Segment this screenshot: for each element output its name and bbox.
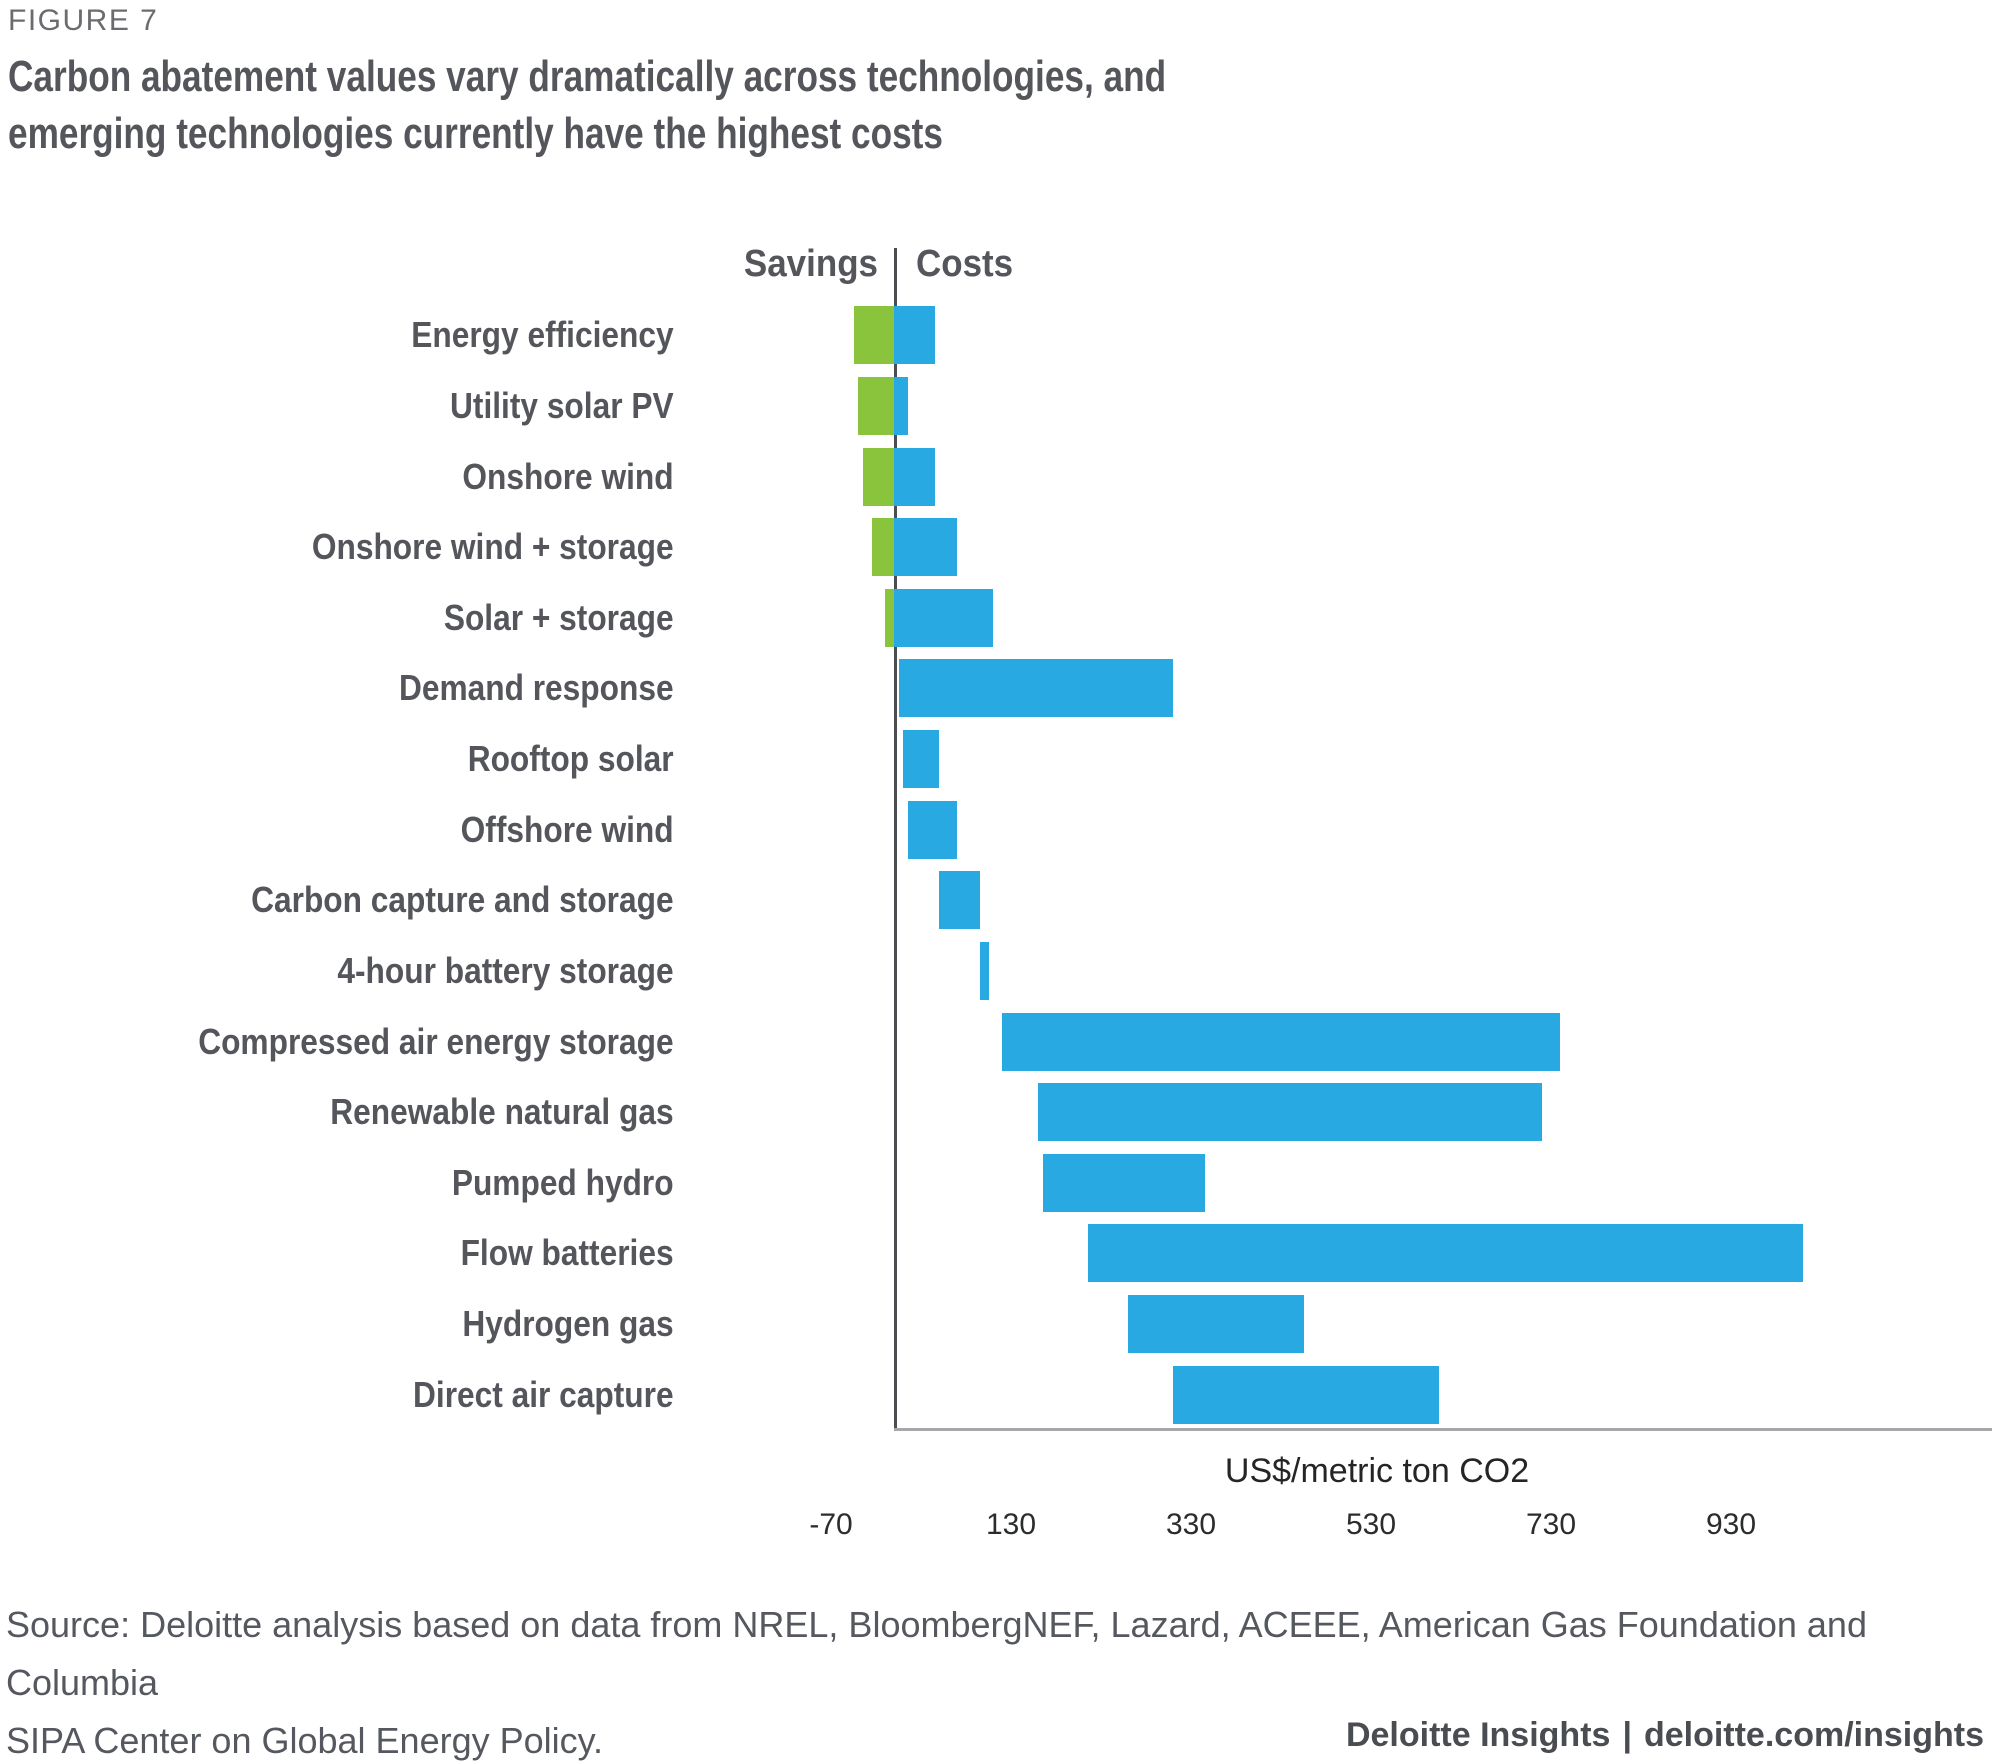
chart-row: Demand response — [0, 653, 1990, 724]
footer-link[interactable]: deloitte.com/insights — [1643, 1716, 1984, 1754]
costs-bar-segment — [907, 800, 957, 859]
chart-row: Pumped hydro — [0, 1148, 1990, 1219]
bar-track — [700, 936, 1990, 1007]
footer-branding: Deloitte Insights | deloitte.com/insights — [1340, 1716, 1990, 1755]
footer-brand-text: Deloitte Insights — [1345, 1716, 1611, 1754]
chart-row: Rooftop solar — [0, 724, 1990, 795]
bar-track — [700, 1289, 1990, 1360]
chart-row: Direct air capture — [0, 1359, 1990, 1430]
x-axis-label: US$/metric ton CO2 — [1224, 1452, 1530, 1490]
costs-bar-segment — [894, 376, 908, 435]
bar-track — [700, 794, 1990, 865]
chart-row: Onshore wind — [0, 441, 1990, 512]
category-label: Pumped hydro — [451, 1161, 674, 1203]
x-axis-tick-label: 130 — [985, 1508, 1037, 1541]
source-note-line2: SIPA Center on Global Energy Policy. — [6, 1720, 603, 1761]
savings-bar-segment — [871, 518, 895, 577]
category-label: Energy efficiency — [411, 314, 674, 356]
costs-column-header: Costs — [916, 243, 1014, 285]
bar-track — [700, 1006, 1990, 1077]
costs-bar-segment — [1128, 1295, 1304, 1354]
category-label: Utility solar PV — [450, 384, 674, 426]
x-axis-tick-label: 530 — [1345, 1508, 1397, 1541]
bar-track — [700, 441, 1990, 512]
costs-bar-segment — [903, 730, 939, 789]
chart-row: Renewable natural gas — [0, 1077, 1990, 1148]
chart-row: Compressed air energy storage — [0, 1006, 1990, 1077]
costs-bar-segment — [1087, 1224, 1803, 1283]
category-label: 4-hour battery storage — [337, 949, 674, 991]
category-label: Solar + storage — [443, 596, 674, 638]
category-label: Direct air capture — [413, 1373, 674, 1415]
x-axis-tick-label: 730 — [1525, 1508, 1577, 1541]
category-label: Onshore wind + storage — [311, 526, 674, 568]
chart-row: Onshore wind + storage — [0, 512, 1990, 583]
category-label: Compressed air energy storage — [198, 1020, 674, 1062]
savings-bar-segment — [862, 447, 895, 506]
bar-track — [700, 1218, 1990, 1289]
chart-row: Utility solar PV — [0, 371, 1990, 442]
source-note-line1: Source: Deloitte analysis based on data … — [6, 1604, 1867, 1703]
costs-bar-segment — [1173, 1365, 1439, 1424]
category-label: Rooftop solar — [467, 738, 674, 780]
bar-track — [700, 371, 1990, 442]
chart-row: Offshore wind — [0, 794, 1990, 865]
figure-number-label: FIGURE 7 — [8, 4, 159, 37]
chart-row: Energy efficiency — [0, 300, 1990, 371]
x-axis-tick-label: 930 — [1705, 1508, 1757, 1541]
chart-row: Solar + storage — [0, 583, 1990, 654]
category-label: Hydrogen gas — [462, 1303, 674, 1345]
bar-track — [700, 865, 1990, 936]
savings-bar-segment — [858, 376, 895, 435]
footer-separator: | — [1622, 1716, 1632, 1754]
costs-bar-segment — [894, 447, 935, 506]
category-label: Demand response — [398, 667, 674, 709]
x-axis-tick-label: 330 — [1165, 1508, 1217, 1541]
category-label: Onshore wind — [462, 455, 674, 497]
chart-row: Hydrogen gas — [0, 1289, 1990, 1360]
costs-bar-segment — [894, 518, 957, 577]
bar-track — [700, 724, 1990, 795]
chart-title-line1: Carbon abatement values vary dramaticall… — [8, 52, 1167, 101]
chart-title: Carbon abatement values vary dramaticall… — [8, 48, 1166, 162]
costs-bar-segment — [898, 659, 1173, 718]
costs-bar-segment — [979, 941, 989, 1000]
bar-track — [700, 1359, 1990, 1430]
category-label: Carbon capture and storage — [251, 879, 674, 921]
savings-column-header: Savings — [743, 243, 878, 285]
bar-track — [700, 653, 1990, 724]
costs-bar-segment — [1002, 1012, 1560, 1071]
bar-track — [700, 512, 1990, 583]
bar-track — [700, 300, 1990, 371]
bar-track — [700, 583, 1990, 654]
x-axis-tick-label: -70 — [809, 1508, 853, 1541]
x-axis-ticks: -70 130 330 530 730 930 — [700, 1508, 1990, 1552]
source-note: Source: Deloitte analysis based on data … — [6, 1596, 1998, 1764]
savings-bar-segment — [853, 306, 895, 365]
costs-bar-segment — [894, 588, 993, 647]
chart-title-line2: emerging technologies currently have the… — [8, 109, 943, 158]
category-label: Renewable natural gas — [330, 1091, 674, 1133]
costs-bar-segment — [1038, 1083, 1542, 1142]
savings-bar-segment — [885, 588, 895, 647]
chart-rows: Energy efficiency Utility solar PV Onshore… — [0, 300, 1990, 1430]
bar-track — [700, 1148, 1990, 1219]
costs-bar-segment — [1042, 1153, 1205, 1212]
chart-row: Flow batteries — [0, 1218, 1990, 1289]
x-axis-line — [894, 1428, 1992, 1431]
bar-track — [700, 1077, 1990, 1148]
costs-bar-segment — [939, 871, 980, 930]
chart-row: 4-hour battery storage — [0, 936, 1990, 1007]
category-label: Flow batteries — [460, 1232, 674, 1274]
chart-row: Carbon capture and storage — [0, 865, 1990, 936]
category-label: Offshore wind — [460, 808, 674, 850]
costs-bar-segment — [894, 306, 935, 365]
zero-divider-line — [894, 248, 897, 1430]
